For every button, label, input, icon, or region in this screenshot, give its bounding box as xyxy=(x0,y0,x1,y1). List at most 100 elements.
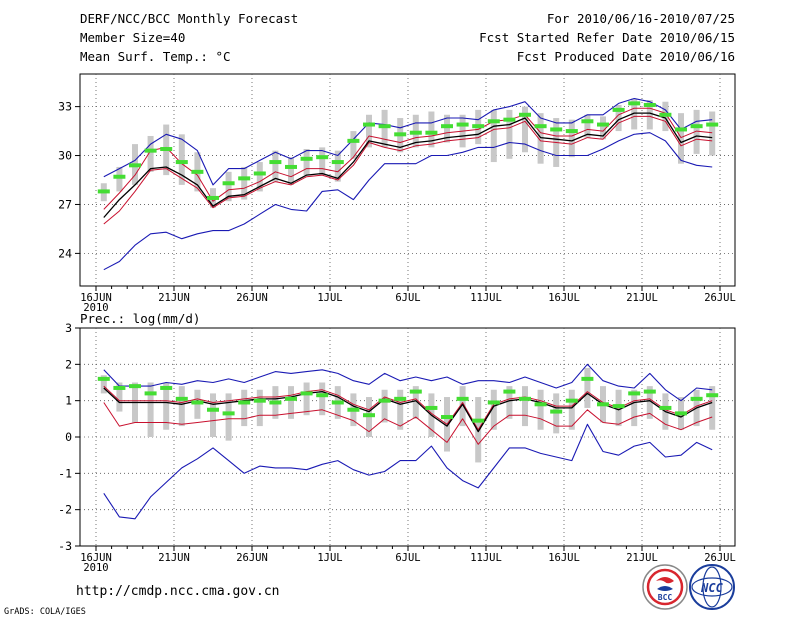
median-mark xyxy=(222,181,235,186)
spread-bar xyxy=(631,389,638,427)
spread-bar xyxy=(303,382,310,416)
median-mark xyxy=(331,400,344,405)
header-start-date: Fcst Started Refer Date 2010/06/15 xyxy=(479,30,735,45)
median-mark xyxy=(441,415,453,420)
x-tick-label: 26JUN xyxy=(236,292,268,304)
spread-bar xyxy=(693,109,700,154)
spread-bar xyxy=(241,166,248,200)
series-min-line xyxy=(103,423,713,520)
y-tick-label: -3 xyxy=(58,539,72,553)
y-tick-label: 27 xyxy=(58,197,72,211)
y-tick-label: -2 xyxy=(58,503,72,517)
median-mark xyxy=(378,398,391,403)
y-tick-label: -1 xyxy=(58,466,72,480)
y-tick-label: 3 xyxy=(65,321,72,335)
spread-bar xyxy=(490,389,497,430)
spread-bar xyxy=(210,393,216,437)
x-tick-label: 6JUL xyxy=(395,552,420,564)
spread-bar xyxy=(272,150,279,182)
y-tick-label: 1 xyxy=(65,394,72,408)
spread-bar xyxy=(646,100,653,130)
median-marks xyxy=(97,101,719,200)
median-mark xyxy=(378,124,391,129)
x-tick-label: 16JUL xyxy=(548,292,580,304)
x-tick-label: 26JUL xyxy=(704,552,736,564)
median-mark xyxy=(409,130,422,135)
spread-bar xyxy=(225,171,232,202)
median-mark xyxy=(160,385,173,390)
spread-bar xyxy=(709,386,716,430)
median-mark xyxy=(690,124,703,129)
spread-bar xyxy=(459,386,466,427)
median-mark xyxy=(550,127,563,132)
x-tick-label: 21JUN xyxy=(158,292,190,304)
bcc-logo-inner-ring xyxy=(646,568,684,606)
grads-credit: GrADS: COLA/IGES xyxy=(4,607,86,617)
x-tick-label: 1JUL xyxy=(317,552,342,564)
spread-bar xyxy=(568,119,575,158)
median-mark xyxy=(456,122,469,127)
ncc-logo-orbit-2 xyxy=(702,566,722,608)
spread-bar xyxy=(537,389,544,430)
x-tick-label: 26JUN xyxy=(236,552,268,564)
median-mark xyxy=(487,119,500,124)
x-tick-label: 16JUL xyxy=(548,552,580,564)
spread-bar xyxy=(522,386,528,427)
spread-bar xyxy=(178,134,185,185)
median-mark xyxy=(207,407,219,412)
median-mark xyxy=(519,396,531,401)
header: DERF/NCC/BCC Monthly Forecast Member Siz… xyxy=(80,11,735,64)
spread-bar xyxy=(366,114,372,148)
median-mark xyxy=(581,119,594,124)
median-marks xyxy=(97,376,719,423)
header-variable: Mean Surf. Temp.: °C xyxy=(80,49,231,64)
median-mark xyxy=(191,169,204,174)
spread-bar xyxy=(147,382,154,437)
median-mark xyxy=(597,122,609,127)
spread-bar xyxy=(256,389,263,427)
x-tick-label: 21JUL xyxy=(626,552,658,564)
median-mark xyxy=(409,389,422,394)
plot-frame xyxy=(79,327,736,547)
header-title: DERF/NCC/BCC Monthly Forecast xyxy=(80,11,298,26)
spread-bar xyxy=(522,106,528,153)
median-mark xyxy=(113,174,126,179)
median-mark xyxy=(300,156,313,161)
median-mark xyxy=(519,112,531,117)
spread-bar xyxy=(147,135,154,172)
x-tick-label: 16JUN xyxy=(80,292,112,304)
x-year-label: 2010 xyxy=(83,302,108,314)
source-url: http://cmdp.ncc.cma.gov.cn xyxy=(76,584,280,599)
header-member-size: Member Size=40 xyxy=(80,30,185,45)
y-tick-label: 24 xyxy=(58,246,72,260)
median-mark xyxy=(487,400,500,405)
spread-bar xyxy=(381,109,388,148)
median-mark xyxy=(628,391,641,396)
median-mark xyxy=(316,393,329,398)
median-mark xyxy=(394,396,407,401)
spread-bar xyxy=(256,162,263,192)
median-mark xyxy=(222,411,235,416)
ncc-logo: NCC xyxy=(689,564,735,610)
median-mark xyxy=(160,147,173,152)
median-mark xyxy=(129,163,141,168)
median-mark xyxy=(472,418,485,423)
median-mark xyxy=(597,402,609,407)
spread-bar xyxy=(428,111,435,148)
spread-bar xyxy=(537,113,544,164)
x-tick-label: 11JUL xyxy=(470,552,502,564)
spread-bar xyxy=(506,386,513,419)
median-mark xyxy=(97,189,110,194)
series-ens-line xyxy=(103,385,713,431)
x-year-label: 2010 xyxy=(83,562,108,574)
median-mark xyxy=(675,411,687,416)
spread-bar xyxy=(584,114,591,138)
ncc-logo-text: NCC xyxy=(700,581,723,595)
median-mark xyxy=(425,130,438,135)
median-mark xyxy=(238,176,251,181)
spread-bar xyxy=(319,147,326,176)
header-period: For 2010/06/16-2010/07/25 xyxy=(547,11,735,26)
median-mark xyxy=(285,396,297,401)
median-mark xyxy=(175,160,188,165)
